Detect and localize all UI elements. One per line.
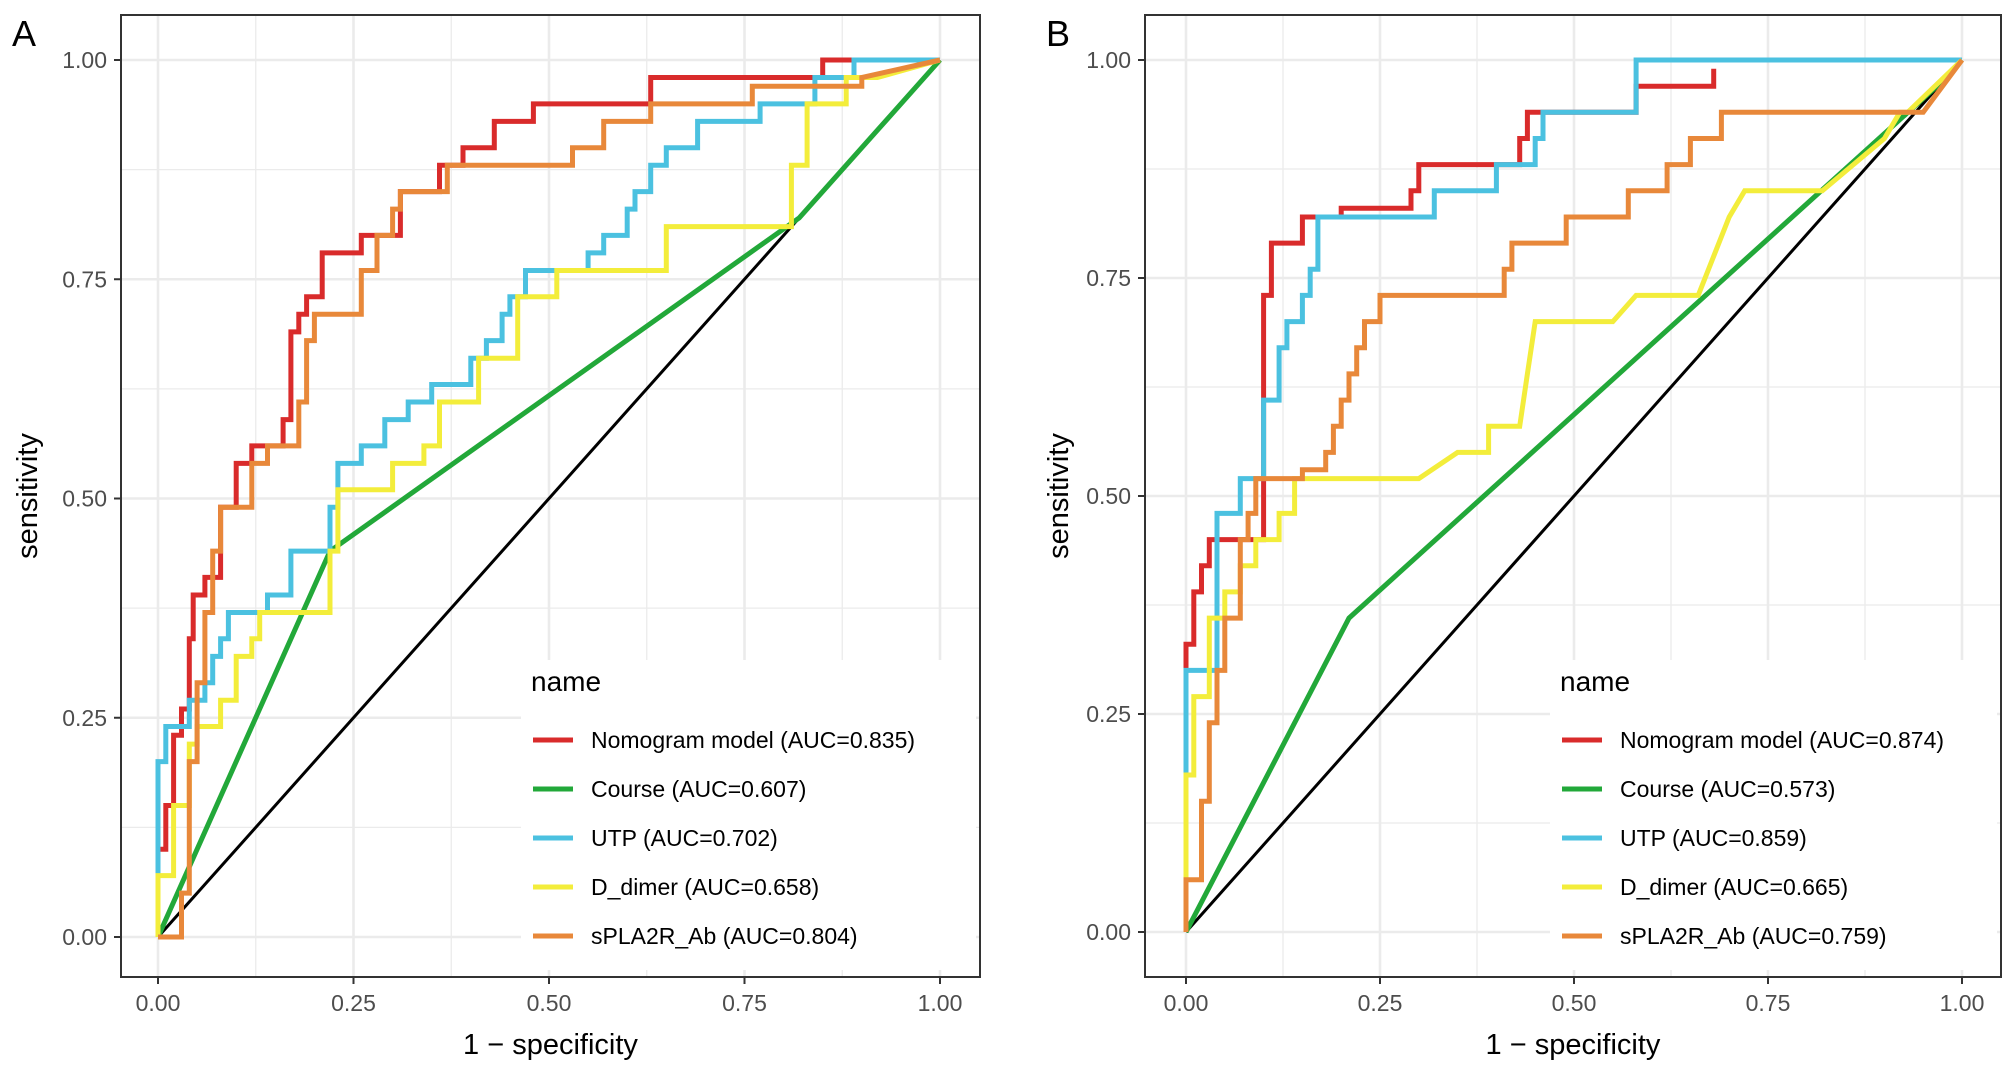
- legend-title: name: [531, 666, 601, 697]
- x-tick-label: 0.25: [1358, 990, 1403, 1016]
- panel-label: B: [1046, 13, 1070, 54]
- x-axis-title: 1 − specificity: [1486, 1029, 1661, 1061]
- y-tick-label: 0.00: [1086, 919, 1131, 945]
- legend-label-ddimer: D_dimer (AUC=0.665): [1620, 874, 1848, 900]
- roc-line-ddimer: [1183, 58, 1964, 932]
- legend-label-nomogram: Nomogram model (AUC=0.835): [591, 727, 915, 753]
- panel-label: A: [12, 13, 36, 54]
- roc-line-utp: [1183, 57, 1962, 932]
- legend-label-spla2r: sPLA2R_Ab (AUC=0.804): [591, 923, 858, 949]
- x-axis-title: 1 − specificity: [463, 1029, 638, 1061]
- legend-title: name: [1560, 666, 1630, 697]
- roc-line-nomogram: [1183, 68, 1717, 932]
- y-tick-label: 0.25: [1086, 701, 1131, 727]
- x-tick-label: 1.00: [1940, 990, 1985, 1016]
- x-tick-label: 0.00: [136, 990, 181, 1016]
- roc-line-spla2r: [1183, 58, 1965, 932]
- panel-border: [120, 14, 981, 978]
- legend-box: [521, 660, 976, 970]
- y-tick-label: 1.00: [1086, 47, 1131, 73]
- x-tick-label: 0.75: [722, 990, 767, 1016]
- y-tick-label: 0.75: [1086, 265, 1131, 291]
- x-tick-label: 1.00: [918, 990, 963, 1016]
- x-tick-label: 0.00: [1164, 990, 1209, 1016]
- legend-label-spla2r: sPLA2R_Ab (AUC=0.759): [1620, 923, 1887, 949]
- y-tick-label: 0.50: [62, 486, 107, 512]
- x-tick-label: 0.75: [1746, 990, 1791, 1016]
- legend-box: [1550, 660, 1997, 970]
- y-tick-label: 0.50: [1086, 483, 1131, 509]
- legend-label-utp: UTP (AUC=0.859): [1620, 825, 1807, 851]
- reference-diagonal-line: [1184, 59, 1964, 933]
- panel-b: 0.00 0.00 0.25 0.25 0.50 0.50 0.75 0.75 1.00 1.00…: [1043, 13, 2002, 1061]
- panel-a: 0.00 0.00 0.25 0.25 0.50 0.50 0.75 0.75 1.00 1.00…: [12, 13, 981, 1061]
- y-axis-title: sensitivity: [1043, 433, 1075, 559]
- y-tick-label: 0.75: [62, 266, 107, 292]
- roc-line-spla2r: [158, 57, 941, 940]
- legend-label-course: Course (AUC=0.573): [1620, 776, 1835, 802]
- roc-line-utp: [155, 57, 940, 937]
- legend-label-course: Course (AUC=0.607): [591, 776, 806, 802]
- legend-label-utp: UTP (AUC=0.702): [591, 825, 778, 851]
- roc-line-nomogram: [155, 57, 940, 937]
- y-tick-label: 0.00: [62, 924, 107, 950]
- legend-label-nomogram: Nomogram model (AUC=0.874): [1620, 727, 1944, 753]
- y-tick-label: 1.00: [62, 47, 107, 73]
- x-tick-label: 0.50: [1552, 990, 1597, 1016]
- y-tick-label: 0.25: [62, 705, 107, 731]
- roc-line-course: [155, 58, 942, 939]
- x-tick-label: 0.25: [331, 990, 376, 1016]
- x-tick-label: 0.50: [527, 990, 572, 1016]
- legend-label-ddimer: D_dimer (AUC=0.658): [591, 874, 819, 900]
- y-axis-title: sensitivity: [12, 433, 44, 559]
